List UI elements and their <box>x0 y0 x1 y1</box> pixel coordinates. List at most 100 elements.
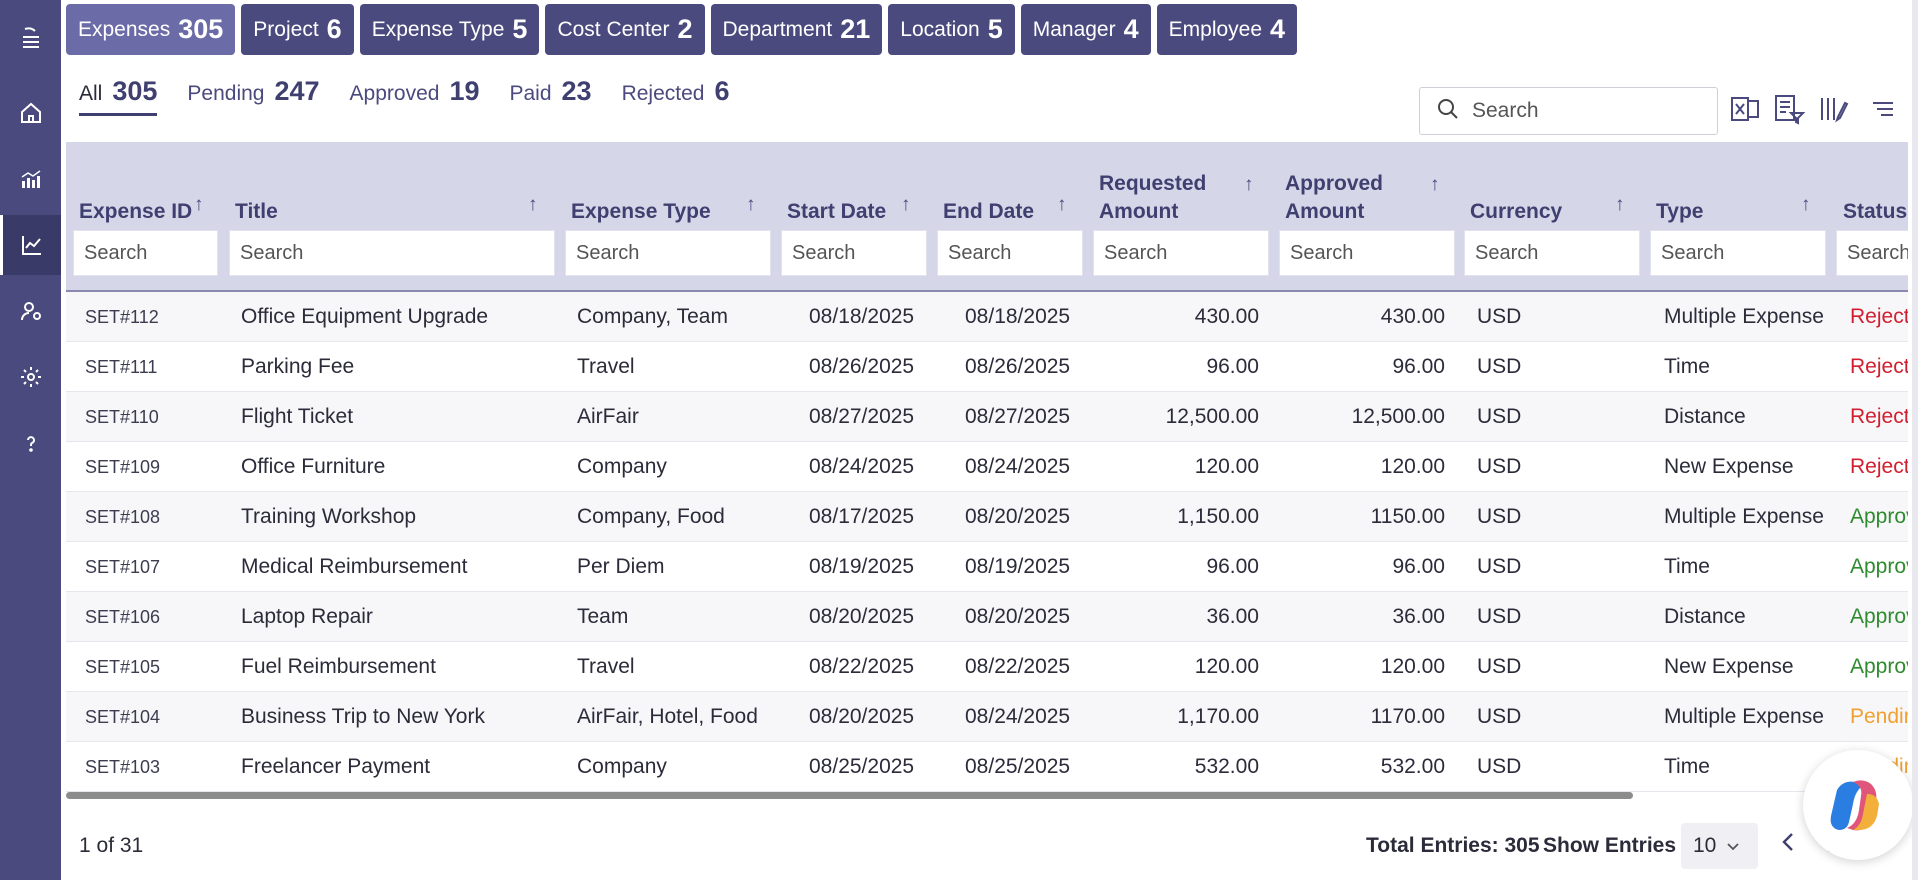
table-row[interactable]: SET#106 Laptop Repair Team 08/20/2025 08… <box>66 592 1908 642</box>
sort-arrow-icon[interactable]: ↑ <box>1057 194 1067 215</box>
menu-icon[interactable] <box>0 8 61 68</box>
col-expense-type[interactable]: Expense Type <box>571 200 711 223</box>
prev-page-icon[interactable] <box>1780 830 1796 861</box>
tab-department[interactable]: Department 21 <box>710 4 883 55</box>
search-input[interactable]: Search <box>1419 87 1718 135</box>
cell-requested-amount: 1,150.00 <box>1177 505 1259 528</box>
tab-location[interactable]: Location 5 <box>888 4 1015 55</box>
sort-arrow-icon[interactable]: ↑ <box>901 194 911 215</box>
table-row[interactable]: SET#111 Parking Fee Travel 08/26/2025 08… <box>66 342 1908 392</box>
sort-arrow-icon[interactable]: ↑ <box>528 194 538 215</box>
table-row[interactable]: SET#104 Business Trip to New York AirFai… <box>66 692 1908 742</box>
table-row[interactable]: SET#107 Medical Reimbursement Per Diem 0… <box>66 542 1908 592</box>
filter-requested-amount[interactable]: Search <box>1093 230 1269 276</box>
filter-type[interactable]: Search <box>1650 230 1826 276</box>
status-tab-approved[interactable]: Approved 19 <box>350 76 480 113</box>
filter-status[interactable]: Search <box>1836 230 1908 276</box>
col-status[interactable]: Status <box>1843 200 1908 223</box>
status-tab-paid[interactable]: Paid 23 <box>510 76 592 113</box>
tab-count: 5 <box>512 14 528 44</box>
tab-expense-type[interactable]: Expense Type 5 <box>359 4 540 55</box>
cell-expense-id: SET#111 <box>85 356 158 377</box>
tab-manager[interactable]: Manager 4 <box>1020 4 1151 55</box>
chevron-down-icon <box>1726 834 1740 858</box>
tab-employee[interactable]: Employee 4 <box>1156 4 1298 55</box>
copilot-icon[interactable] <box>1803 750 1913 860</box>
analytics-icon[interactable] <box>0 149 61 209</box>
col-type[interactable]: Type <box>1656 200 1704 223</box>
cell-approved-amount: 96.00 <box>1392 355 1445 378</box>
cell-approved-amount: 120.00 <box>1380 455 1445 478</box>
filter-expense-type[interactable]: Search <box>565 230 771 276</box>
help-icon[interactable] <box>0 413 61 473</box>
col-approved-amount[interactable]: Approved Amount <box>1285 156 1383 226</box>
sort-arrow-icon[interactable]: ↑ <box>1430 174 1440 195</box>
filter-approved-amount[interactable]: Search <box>1279 230 1455 276</box>
cell-type: Multiple Expense <box>1664 305 1824 328</box>
tab-project[interactable]: Project 6 <box>241 4 354 55</box>
cell-title: Laptop Repair <box>241 605 373 628</box>
filter-list-icon[interactable] <box>1772 92 1806 126</box>
cell-requested-amount: 120.00 <box>1194 655 1259 678</box>
filter-expense-id[interactable]: Search <box>73 230 218 276</box>
tab-cost-center[interactable]: Cost Center 2 <box>545 4 705 55</box>
status-tab-all[interactable]: All 305 <box>79 76 158 116</box>
cell-title: Office Furniture <box>241 455 386 478</box>
table-row[interactable]: SET#103 Freelancer Payment Company 08/25… <box>66 742 1908 792</box>
sort-arrow-icon[interactable]: ↑ <box>1801 194 1811 215</box>
tab-expenses[interactable]: Expenses 305 <box>66 4 236 55</box>
filter-end-date[interactable]: Search <box>937 230 1083 276</box>
sort-lines-icon[interactable] <box>1866 92 1900 126</box>
columns-icon[interactable] <box>1816 92 1850 126</box>
sort-arrow-icon[interactable]: ↑ <box>194 194 204 215</box>
user-settings-icon[interactable] <box>0 281 61 341</box>
filter-currency[interactable]: Search <box>1464 230 1640 276</box>
filter-start-date[interactable]: Search <box>781 230 927 276</box>
sort-arrow-icon[interactable]: ↑ <box>1244 174 1254 195</box>
cell-approved-amount: 12,500.00 <box>1351 405 1445 428</box>
cell-requested-amount: 1,170.00 <box>1177 705 1259 728</box>
cell-status: Approved <box>1850 605 1908 628</box>
excel-icon[interactable] <box>1728 92 1762 126</box>
home-icon[interactable] <box>0 83 61 143</box>
col-start-date[interactable]: Start Date <box>787 200 887 223</box>
table-row[interactable]: SET#110 Flight Ticket AirFair 08/27/2025… <box>66 392 1908 442</box>
cell-status: Rejected <box>1850 355 1908 378</box>
chart-icon[interactable] <box>0 215 61 275</box>
cell-status: Approved <box>1850 505 1908 528</box>
cell-currency: USD <box>1477 605 1522 628</box>
table-row[interactable]: SET#105 Fuel Reimbursement Travel 08/22/… <box>66 642 1908 692</box>
cell-start-date: 08/19/2025 <box>809 555 915 578</box>
cell-expense-id: SET#106 <box>85 606 161 627</box>
col-end-date[interactable]: End Date <box>943 200 1035 223</box>
col-requested-amount[interactable]: Requested Amount <box>1099 156 1206 226</box>
sort-arrow-icon[interactable]: ↑ <box>1615 194 1625 215</box>
table-row[interactable]: SET#112 Office Equipment Upgrade Company… <box>66 292 1908 342</box>
cell-end-date: 08/27/2025 <box>965 405 1071 428</box>
table-row[interactable]: SET#108 Training Workshop Company, Food … <box>66 492 1908 542</box>
cell-status: Approved <box>1850 555 1908 578</box>
filter-title[interactable]: Search <box>229 230 555 276</box>
sort-arrow-icon[interactable]: ↑ <box>746 194 756 215</box>
cell-approved-amount: 1150.00 <box>1370 505 1445 528</box>
col-currency[interactable]: Currency <box>1470 200 1563 223</box>
cell-type: Multiple Expense <box>1664 705 1824 728</box>
entries-per-page-select[interactable]: 10 <box>1681 823 1758 869</box>
cell-expense-id: SET#107 <box>85 556 161 577</box>
tab-count: 4 <box>1123 14 1139 44</box>
status-tab-pending[interactable]: Pending 247 <box>187 76 319 113</box>
table-row[interactable]: SET#109 Office Furniture Company 08/24/2… <box>66 442 1908 492</box>
col-title[interactable]: Title <box>235 200 278 223</box>
col-expense-id[interactable]: Expense ID <box>79 200 193 223</box>
cell-expense-type: Company, Food <box>577 505 725 528</box>
gear-icon[interactable] <box>0 347 61 407</box>
header-line: Amount <box>1285 200 1365 223</box>
cell-end-date: 08/18/2025 <box>965 305 1071 328</box>
cell-expense-id: SET#103 <box>85 756 161 777</box>
header-divider <box>66 290 1908 292</box>
horizontal-scrollbar[interactable] <box>66 792 1633 799</box>
cell-currency: USD <box>1477 405 1522 428</box>
cell-requested-amount: 96.00 <box>1206 355 1259 378</box>
cell-currency: USD <box>1477 505 1522 528</box>
status-tab-rejected[interactable]: Rejected 6 <box>622 76 730 113</box>
